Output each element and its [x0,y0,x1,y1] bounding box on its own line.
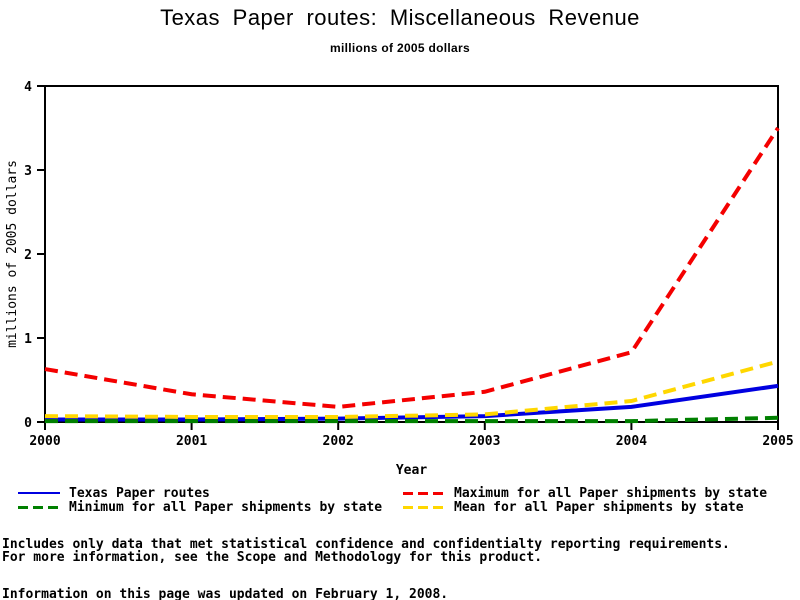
legend-item-minimum: Minimum for all Paper shipments by state [18,499,383,515]
green-dashed-line-swatch [18,505,60,509]
y-tick-label: 1 [24,332,32,347]
footnote-line-1: Includes only data that met statistical … [2,537,730,552]
legend-label: Texas Paper routes [69,485,210,501]
legend-label: Maximum for all Paper shipments by state [454,485,768,501]
chart-line-minimum-all-states [45,415,779,424]
footnote-line-2: For more information, see the Scope and … [2,550,543,565]
x-tick-label: 2005 [762,434,793,449]
chart-line-mean-all-states [44,359,779,419]
legend-label: Mean for all Paper shipments by state [454,499,744,515]
y-tick-label: 2 [24,248,32,263]
blue-solid-line-swatch [18,492,60,494]
gold-dashed-line-swatch [403,505,445,509]
red-dashed-line-swatch [403,491,445,495]
x-tick-label: 2000 [29,434,60,449]
plot-frame [44,85,779,423]
legend-item-maximum: Maximum for all Paper shipments by state [403,485,768,501]
chart-line-maximum-all-states [44,126,780,409]
y-axis-title: millions of 2005 dollars [5,160,20,348]
chart-line-texas-paper-routes [45,383,779,422]
y-tick-label: 4 [24,80,32,95]
y-tick-label: 3 [24,164,32,179]
chart-title: Texas Paper routes: Miscellaneous Revenu… [160,5,640,30]
updated-date-line: Information on this page was updated on … [2,587,449,600]
x-tick-label: 2001 [176,434,207,449]
legend-label: Minimum for all Paper shipments by state [69,499,383,515]
x-tick-label: 2004 [616,434,647,449]
x-axis-title: Year [396,463,427,478]
x-tick-label: 2002 [323,434,354,449]
legend-item-texas-paper-routes: Texas Paper routes [18,485,210,501]
chart-subtitle: millions of 2005 dollars [330,41,470,55]
legend-item-mean: Mean for all Paper shipments by state [403,499,744,515]
y-tick-label: 0 [24,416,32,431]
x-tick-label: 2003 [469,434,500,449]
